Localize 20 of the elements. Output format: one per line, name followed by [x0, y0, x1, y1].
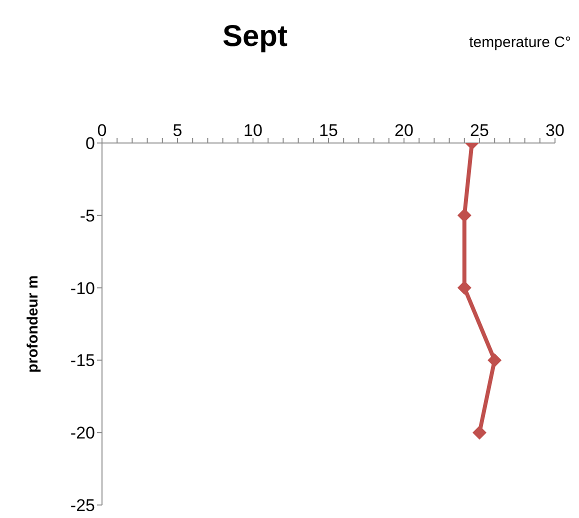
y-tick-label: -10 — [70, 278, 95, 298]
y-tick-label: -5 — [80, 206, 95, 226]
point — [488, 353, 502, 368]
y-tick-label: 0 — [86, 134, 95, 154]
x-tick-label: 0 — [97, 121, 107, 140]
x-tick-label: 20 — [394, 121, 414, 140]
point — [457, 208, 472, 222]
y-tick-label: -20 — [70, 424, 95, 443]
chart-title: Sept — [222, 20, 288, 53]
x-tick-label: 5 — [172, 121, 182, 140]
y-axis-title: profondeur m — [24, 275, 42, 373]
y-tick-label: -15 — [70, 351, 95, 370]
x-axis-title: temperature C° — [469, 34, 571, 51]
x-tick-label: 30 — [546, 121, 564, 140]
y-tick-label: -25 — [70, 496, 95, 516]
point — [472, 426, 486, 440]
x-tick-label: 15 — [319, 121, 338, 140]
x-tick-label: 10 — [244, 121, 262, 140]
point — [457, 280, 472, 295]
x-tick-label: 25 — [470, 121, 489, 140]
